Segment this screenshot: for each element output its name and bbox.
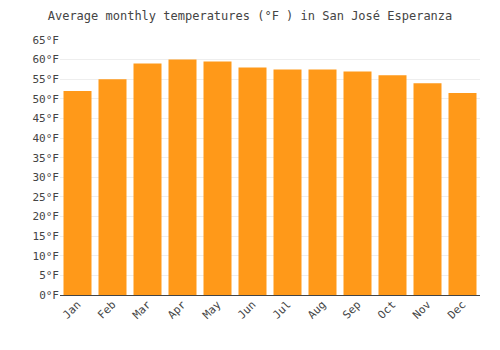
svg-text:10°F: 10°F — [33, 250, 60, 263]
svg-text:Oct: Oct — [375, 298, 398, 321]
svg-text:Nov: Nov — [410, 298, 434, 322]
svg-text:Sep: Sep — [340, 298, 363, 321]
svg-text:35°F: 35°F — [33, 152, 60, 165]
svg-text:5°F: 5°F — [39, 269, 59, 282]
svg-text:Apr: Apr — [165, 298, 189, 322]
svg-text:Average monthly temperatures (: Average monthly temperatures (°F ) in Sa… — [48, 9, 453, 23]
svg-text:40°F: 40°F — [33, 132, 60, 145]
svg-text:Jul: Jul — [270, 298, 293, 321]
svg-text:65°F: 65°F — [33, 34, 60, 47]
svg-text:55°F: 55°F — [33, 73, 60, 86]
svg-text:Feb: Feb — [95, 298, 118, 321]
svg-text:30°F: 30°F — [33, 171, 60, 184]
svg-text:Mar: Mar — [130, 298, 154, 322]
svg-text:45°F: 45°F — [33, 112, 60, 125]
svg-text:Aug: Aug — [305, 298, 328, 321]
svg-text:Dec: Dec — [445, 298, 468, 321]
svg-text:0°F: 0°F — [39, 289, 59, 302]
svg-text:20°F: 20°F — [33, 210, 60, 223]
svg-text:25°F: 25°F — [33, 191, 60, 204]
svg-text:50°F: 50°F — [33, 93, 60, 106]
svg-text:May: May — [200, 298, 224, 322]
svg-text:Jan: Jan — [60, 298, 83, 321]
svg-text:Jun: Jun — [235, 298, 258, 321]
svg-text:15°F: 15°F — [33, 230, 60, 243]
svg-text:60°F: 60°F — [33, 53, 60, 66]
